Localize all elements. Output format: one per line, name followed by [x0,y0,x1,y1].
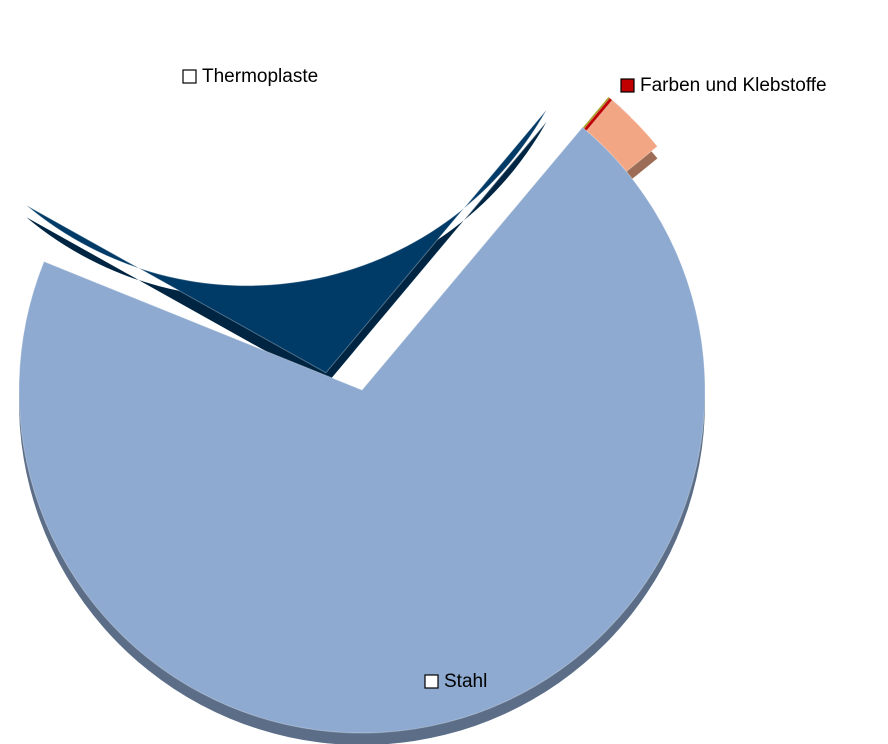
slice [354,87,576,351]
slice-label: Stahl [444,671,487,692]
slice [18,126,706,734]
slice [26,109,547,374]
slice-label: Farben und Klebstoffe [640,75,827,96]
label-marker [424,674,439,689]
label-marker [620,78,635,93]
slice-label: Thermoplaste [202,66,318,87]
label-marker [182,69,197,84]
